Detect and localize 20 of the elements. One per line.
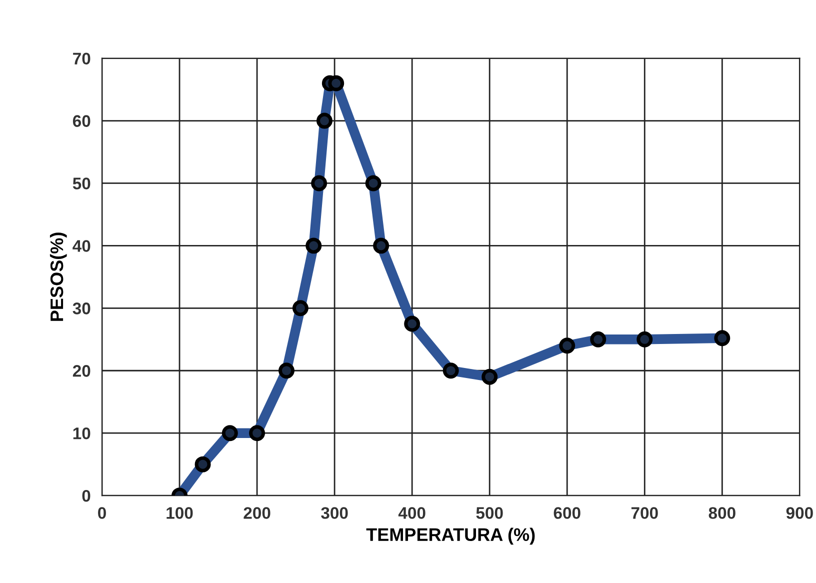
y-tick-label: 10 — [73, 427, 90, 440]
x-tick-label: 0 — [98, 507, 106, 519]
y-tick-label: 60 — [72, 115, 90, 127]
y-tick-label: 70 — [73, 52, 90, 65]
x-tick-label: 800 — [708, 507, 736, 519]
y-tick-label: 40 — [72, 240, 90, 252]
y-tick-label: 30 — [72, 302, 90, 314]
x-tick-label: 900 — [786, 507, 813, 519]
x-tick-label: 100 — [166, 507, 193, 519]
y-axis-title: PESOS(%) — [50, 232, 67, 321]
x-tick-label: 400 — [398, 507, 426, 519]
x-tick-label: 600 — [554, 507, 580, 519]
y-tick-label: 50 — [72, 178, 90, 190]
x-axis-title: TEMPERATURA (%) — [366, 528, 535, 545]
x-tick-label: 200 — [244, 507, 270, 519]
x-tick-label: 700 — [631, 507, 658, 519]
x-tick-label: 500 — [476, 507, 503, 519]
y-tick-label: 0 — [82, 490, 90, 502]
y-tick-label: 20 — [72, 365, 90, 377]
x-tick-label: 300 — [321, 507, 348, 519]
